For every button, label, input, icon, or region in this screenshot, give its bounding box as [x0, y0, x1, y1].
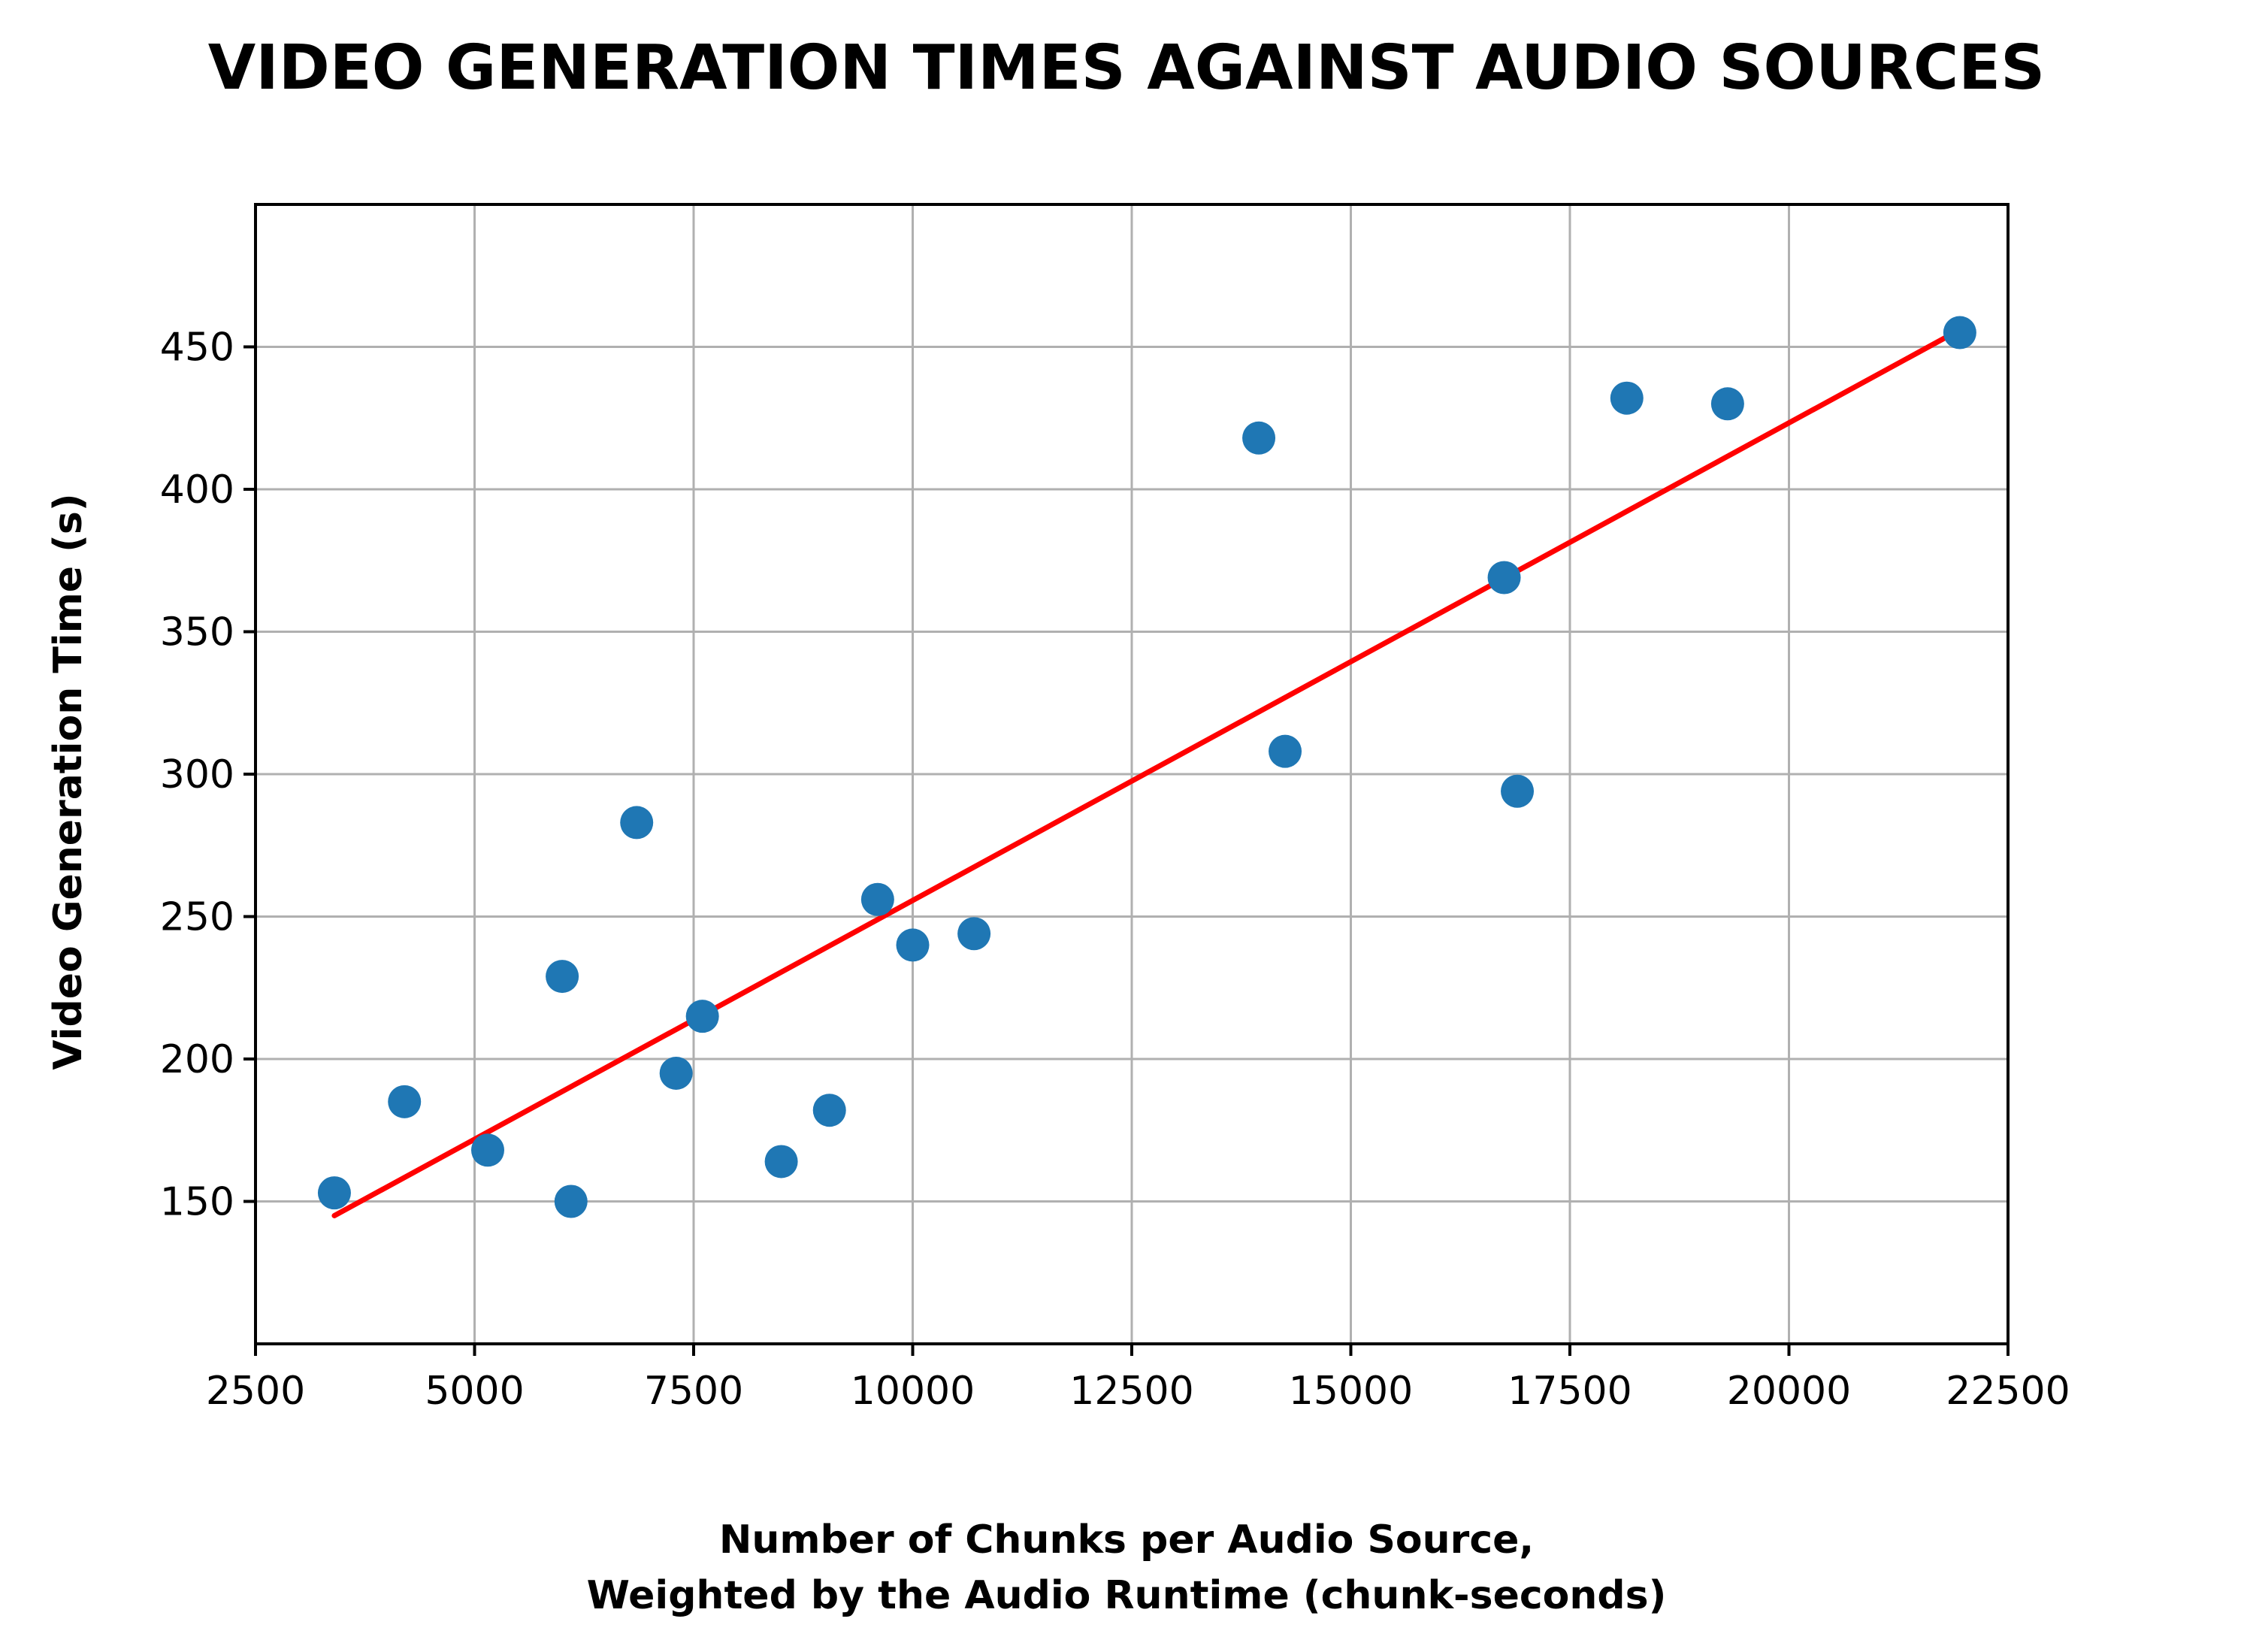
x-tick-label: 12500 [1069, 1369, 1193, 1414]
data-point [764, 1145, 798, 1178]
x-axis-label-line-1: Number of Chunks per Audio Source, [719, 1517, 1534, 1563]
x-tick-label: 5000 [425, 1369, 524, 1414]
data-point [860, 882, 894, 916]
x-tick-label: 22500 [1946, 1369, 2070, 1414]
data-point [1943, 316, 1976, 349]
data-point [812, 1094, 846, 1127]
data-point [685, 1000, 719, 1033]
trend-line [331, 327, 1963, 1218]
data-point [554, 1185, 588, 1218]
y-tick-label: 250 [160, 895, 234, 940]
data-point [1501, 774, 1535, 808]
x-tick-label: 20000 [1727, 1369, 1851, 1414]
data-point [620, 806, 654, 840]
y-tick-label: 400 [160, 467, 234, 513]
chart-title: VIDEO GENERATION TIMES AGAINST AUDIO SOU… [208, 32, 2046, 104]
x-tick-label: 10000 [851, 1369, 975, 1414]
x-tick-label: 15000 [1289, 1369, 1413, 1414]
data-point [470, 1133, 504, 1167]
data-point [1269, 734, 1302, 768]
data-point [1710, 387, 1744, 421]
x-tick-label: 2500 [206, 1369, 305, 1414]
y-tick-label: 150 [160, 1180, 234, 1225]
x-tick-label: 17500 [1508, 1369, 1632, 1414]
data-point [546, 960, 579, 994]
data-point [388, 1085, 422, 1118]
grid-lines [256, 204, 2008, 1344]
y-tick-label: 200 [160, 1037, 234, 1082]
y-axis-label: Video Generation Time (s) [46, 493, 91, 1070]
y-tick-label: 450 [160, 325, 234, 371]
y-tick-label: 300 [160, 752, 234, 797]
data-point [896, 928, 930, 962]
y-tick-label: 350 [160, 610, 234, 655]
data-point [1610, 381, 1644, 415]
x-axis-label-line-2: Weighted by the Audio Runtime (chunk-sec… [587, 1573, 1667, 1618]
data-point [317, 1176, 351, 1210]
x-tick-label: 7500 [644, 1369, 743, 1414]
data-points [317, 316, 1976, 1218]
tick-labels: 2500 5000 7500 10000 12500 15000 17500 20000 225… [160, 325, 2070, 1414]
data-point [1242, 421, 1276, 455]
data-point [659, 1056, 693, 1090]
axis-ticks [243, 345, 2010, 1356]
data-point [1487, 561, 1521, 595]
data-point [957, 917, 991, 951]
